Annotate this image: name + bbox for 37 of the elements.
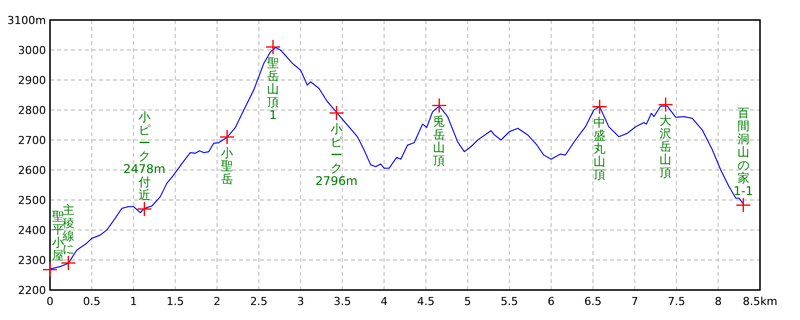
y-tick-label: 2600 xyxy=(18,164,46,177)
x-tick-label: 4.5 xyxy=(417,295,435,308)
y-tick-label: 3000 xyxy=(18,44,46,57)
x-tick-label: 1.5 xyxy=(166,295,184,308)
y-tick-label: 2500 xyxy=(18,194,46,207)
x-tick-label: 0.5 xyxy=(83,295,101,308)
y-tick-label: 2900 xyxy=(18,74,46,87)
x-tick-label: 7 xyxy=(631,295,638,308)
x-tick-label: 3.5 xyxy=(334,295,352,308)
annotation: 小聖岳 xyxy=(221,146,234,186)
annotation: 小ピーク2796m xyxy=(315,122,358,188)
annotation: 百間洞山の家1-1 xyxy=(734,106,754,198)
x-tick-label: 6 xyxy=(548,295,555,308)
y-tick-label: 3100m xyxy=(7,14,46,27)
annotation: 大沢岳山頂 xyxy=(660,114,672,180)
x-tick-label: 0 xyxy=(46,295,54,308)
x-tick-label: 2.5 xyxy=(250,295,268,308)
annotation: 中盛丸山頂 xyxy=(594,116,606,182)
annotation: 聖平小屋 xyxy=(52,210,64,263)
y-tick-label: 2800 xyxy=(18,104,46,117)
annotation: 聖岳山頂1 xyxy=(267,56,280,122)
y-tick-label: 2400 xyxy=(18,224,46,237)
y-tick-label: 2200 xyxy=(18,284,46,297)
x-tick-label: 5.5 xyxy=(500,295,518,308)
annotation: 小ピーク2478m付近 xyxy=(123,110,166,202)
x-tick-label: 4 xyxy=(380,295,388,308)
y-tick-label: 2700 xyxy=(18,134,46,147)
x-tick-label: 7.5 xyxy=(668,295,686,308)
x-tick-label: 5 xyxy=(464,295,472,308)
x-tick-label: 3 xyxy=(297,295,304,308)
x-tick-label: 2 xyxy=(214,295,221,308)
x-tick-label: 1 xyxy=(130,295,138,308)
x-tick-label: 8 xyxy=(714,295,722,308)
annotation: 兎岳山頂 xyxy=(433,114,446,168)
x-tick-label: 8.5km xyxy=(742,295,778,308)
x-tick-label: 6.5 xyxy=(584,295,602,308)
y-tick-label: 2300 xyxy=(18,254,46,267)
